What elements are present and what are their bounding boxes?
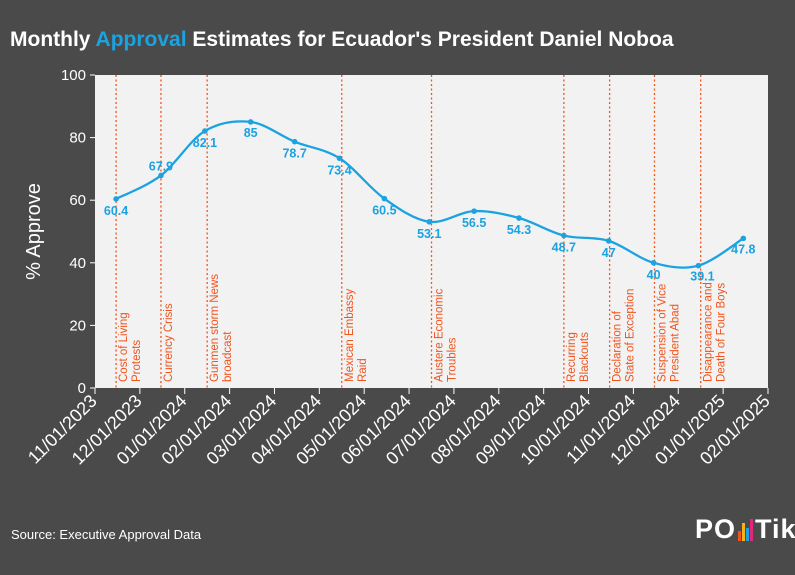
data-label: 40	[647, 268, 661, 282]
data-point	[695, 262, 702, 269]
data-point	[381, 195, 388, 202]
data-point	[650, 260, 657, 266]
data-label: 47	[602, 246, 616, 260]
data-point	[740, 235, 747, 242]
data-label: 73.4	[327, 163, 351, 177]
y-tick-label: 40	[69, 255, 86, 272]
chart-title: Monthly Approval Estimates for Ecuador's…	[10, 28, 674, 52]
data-point	[605, 238, 612, 244]
data-label: 48.7	[552, 241, 576, 255]
data-point	[516, 215, 522, 221]
event-label: Suspension of VicePresident Abad	[656, 284, 681, 382]
y-tick-label: 0	[78, 380, 86, 397]
logo-bars-icon	[738, 519, 754, 541]
title-suffix: Estimates for Ecuador's President Daniel…	[186, 28, 674, 51]
event-label: Declaration ofState of Exception	[612, 289, 637, 382]
event-label: Currency Crisis	[163, 303, 175, 382]
data-label: 60.5	[372, 204, 396, 218]
data-label: 60.4	[104, 204, 128, 218]
data-point	[291, 138, 298, 145]
y-tick-label: 60	[69, 192, 86, 209]
event-label: Disappearance andDeath of Four Boys	[703, 282, 728, 382]
data-label: 67.9	[149, 159, 173, 173]
event-label: Gunmen storm Newsbroadcast	[209, 274, 234, 382]
data-point	[471, 208, 477, 214]
event-label: RecurringBlackouts	[566, 332, 591, 382]
data-label: 82.1	[193, 136, 217, 150]
data-label: 56.5	[462, 216, 486, 230]
data-point	[426, 218, 433, 225]
data-point	[158, 172, 164, 179]
title-accent-word: Approval	[95, 28, 187, 51]
title-prefix: Monthly	[10, 28, 96, 51]
y-tick-label: 80	[69, 130, 86, 147]
plot-area	[95, 75, 768, 388]
data-label: 39.1	[690, 270, 714, 284]
data-label: 85	[244, 126, 258, 140]
logo-text-right: Tik	[755, 514, 795, 544]
y-axis-label: % Approve	[23, 183, 45, 280]
data-label: 78.7	[282, 147, 306, 161]
politik-logo: PO Tik	[695, 514, 795, 545]
data-point	[561, 232, 567, 239]
data-point	[247, 119, 254, 125]
event-label: Cost of LivingProtests	[118, 312, 143, 382]
data-point	[336, 155, 343, 162]
source-note: Source: Executive Approval Data	[11, 527, 202, 542]
event-label: Mexican EmbassyRaid	[344, 288, 369, 382]
data-label: 47.8	[731, 242, 755, 256]
data-label: 54.3	[507, 223, 531, 237]
y-tick-label: 100	[61, 67, 86, 84]
event-label: Austere EconomicTroubles	[434, 288, 459, 382]
data-point	[113, 196, 119, 202]
y-tick-label: 20	[69, 317, 86, 334]
logo-text-left: PO	[695, 514, 737, 544]
data-point	[202, 128, 208, 134]
data-label: 53.1	[417, 227, 441, 241]
